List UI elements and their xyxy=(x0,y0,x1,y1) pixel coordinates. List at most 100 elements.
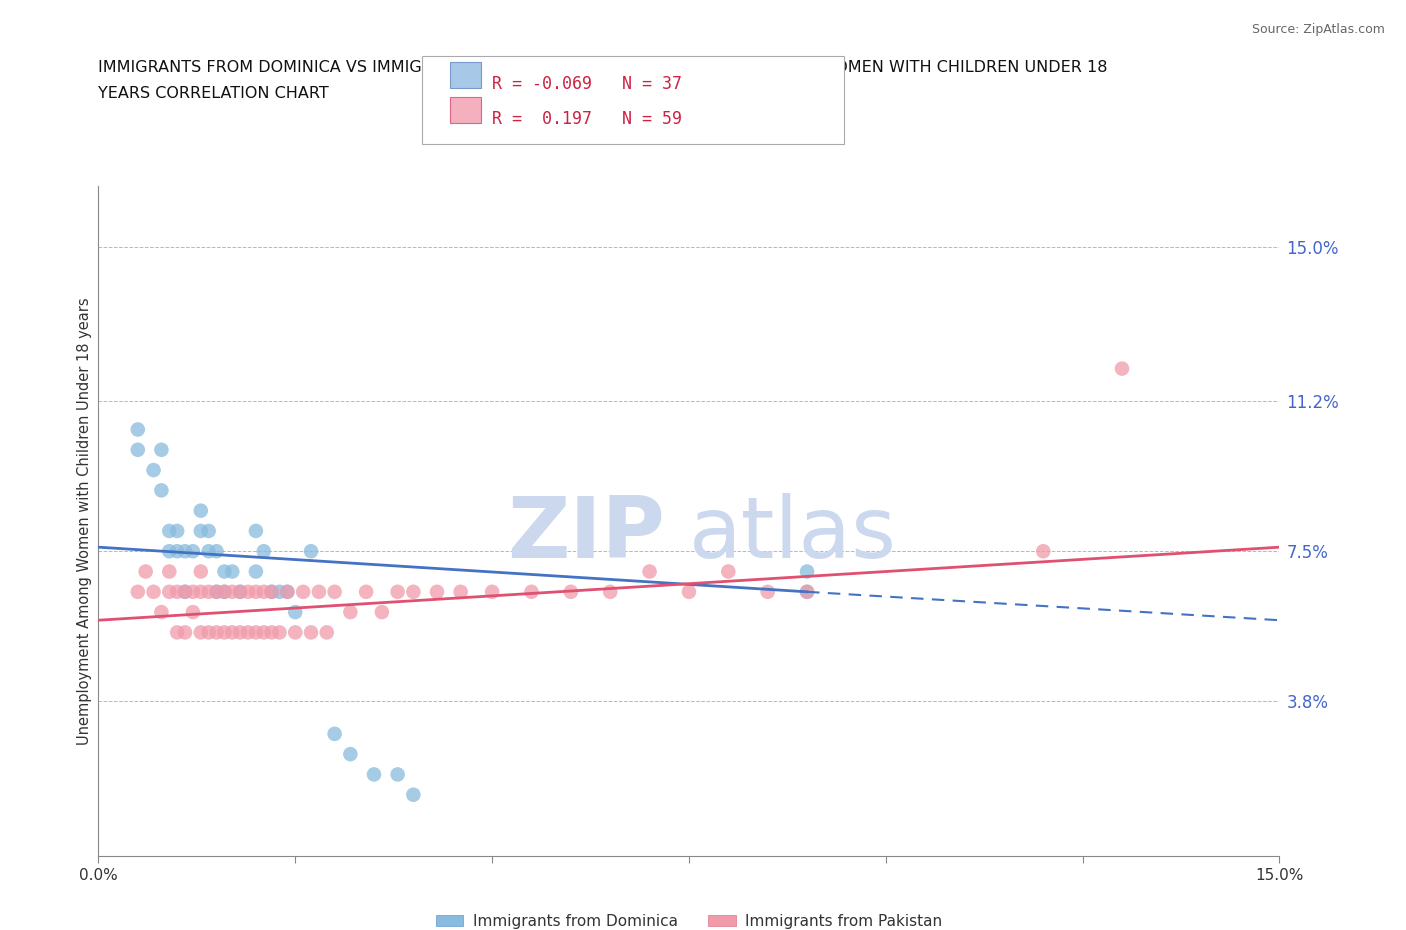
Point xyxy=(205,625,228,640)
Point xyxy=(150,483,173,498)
Point xyxy=(221,625,243,640)
Point xyxy=(166,524,188,538)
Point xyxy=(174,544,197,559)
Point xyxy=(245,625,267,640)
Text: R =  0.197   N = 59: R = 0.197 N = 59 xyxy=(492,110,682,127)
Point xyxy=(157,584,180,599)
Point xyxy=(450,584,472,599)
Point xyxy=(166,544,188,559)
Point xyxy=(174,625,197,640)
Point xyxy=(284,604,307,619)
Point xyxy=(292,584,315,599)
Point xyxy=(181,584,204,599)
Point xyxy=(157,565,180,579)
Point xyxy=(363,767,385,782)
Point xyxy=(308,584,330,599)
Point xyxy=(299,625,322,640)
Point xyxy=(135,565,157,579)
Point xyxy=(214,584,236,599)
Point xyxy=(190,503,212,518)
Point xyxy=(323,726,346,741)
Text: Source: ZipAtlas.com: Source: ZipAtlas.com xyxy=(1251,23,1385,36)
Point xyxy=(190,625,212,640)
Point xyxy=(205,584,228,599)
Point xyxy=(142,462,165,477)
Point xyxy=(284,625,307,640)
Point xyxy=(796,584,818,599)
Point xyxy=(756,584,779,599)
Point xyxy=(127,422,149,437)
Point xyxy=(245,584,267,599)
Point xyxy=(166,584,188,599)
Point xyxy=(236,584,259,599)
Point xyxy=(229,584,252,599)
Point xyxy=(127,584,149,599)
Point xyxy=(796,584,818,599)
Point xyxy=(214,565,236,579)
Y-axis label: Unemployment Among Women with Children Under 18 years: Unemployment Among Women with Children U… xyxy=(77,297,91,745)
Point xyxy=(269,584,291,599)
Text: ZIP: ZIP xyxy=(508,493,665,576)
Point xyxy=(174,584,197,599)
Point xyxy=(236,625,259,640)
Point xyxy=(127,443,149,458)
Point xyxy=(205,584,228,599)
Point xyxy=(197,524,219,538)
Point xyxy=(599,584,621,599)
Point xyxy=(1111,361,1133,376)
Point xyxy=(520,584,543,599)
Point xyxy=(166,625,188,640)
Point xyxy=(221,584,243,599)
Point xyxy=(402,584,425,599)
Point xyxy=(339,604,361,619)
Point xyxy=(190,524,212,538)
Point xyxy=(299,544,322,559)
Point xyxy=(638,565,661,579)
Point xyxy=(197,625,219,640)
Point xyxy=(678,584,700,599)
Point xyxy=(205,544,228,559)
Point xyxy=(181,604,204,619)
Point xyxy=(181,544,204,559)
Point xyxy=(245,565,267,579)
Point xyxy=(260,584,283,599)
Point xyxy=(276,584,298,599)
Point xyxy=(371,604,394,619)
Point xyxy=(260,625,283,640)
Text: IMMIGRANTS FROM DOMINICA VS IMMIGRANTS FROM PAKISTAN UNEMPLOYMENT AMONG WOMEN WI: IMMIGRANTS FROM DOMINICA VS IMMIGRANTS F… xyxy=(98,60,1108,75)
Point xyxy=(426,584,449,599)
Point xyxy=(276,584,298,599)
Point xyxy=(214,584,236,599)
Point xyxy=(387,584,409,599)
Point xyxy=(174,584,197,599)
Point xyxy=(197,584,219,599)
Point xyxy=(560,584,582,599)
Point xyxy=(229,625,252,640)
Point xyxy=(245,524,267,538)
Point xyxy=(402,788,425,803)
Point xyxy=(253,544,276,559)
Point xyxy=(323,584,346,599)
Point xyxy=(796,565,818,579)
Point xyxy=(150,443,173,458)
Text: R = -0.069   N = 37: R = -0.069 N = 37 xyxy=(492,75,682,93)
Point xyxy=(142,584,165,599)
Point xyxy=(315,625,337,640)
Text: atlas: atlas xyxy=(689,493,897,576)
Point xyxy=(150,604,173,619)
Legend: Immigrants from Dominica, Immigrants from Pakistan: Immigrants from Dominica, Immigrants fro… xyxy=(430,908,948,930)
Point xyxy=(214,625,236,640)
Point xyxy=(190,584,212,599)
Point xyxy=(253,625,276,640)
Point xyxy=(339,747,361,762)
Point xyxy=(1032,544,1054,559)
Point xyxy=(260,584,283,599)
Point xyxy=(269,625,291,640)
Point xyxy=(157,524,180,538)
Text: YEARS CORRELATION CHART: YEARS CORRELATION CHART xyxy=(98,86,329,100)
Point xyxy=(481,584,503,599)
Point xyxy=(190,565,212,579)
Point xyxy=(157,544,180,559)
Point xyxy=(387,767,409,782)
Point xyxy=(717,565,740,579)
